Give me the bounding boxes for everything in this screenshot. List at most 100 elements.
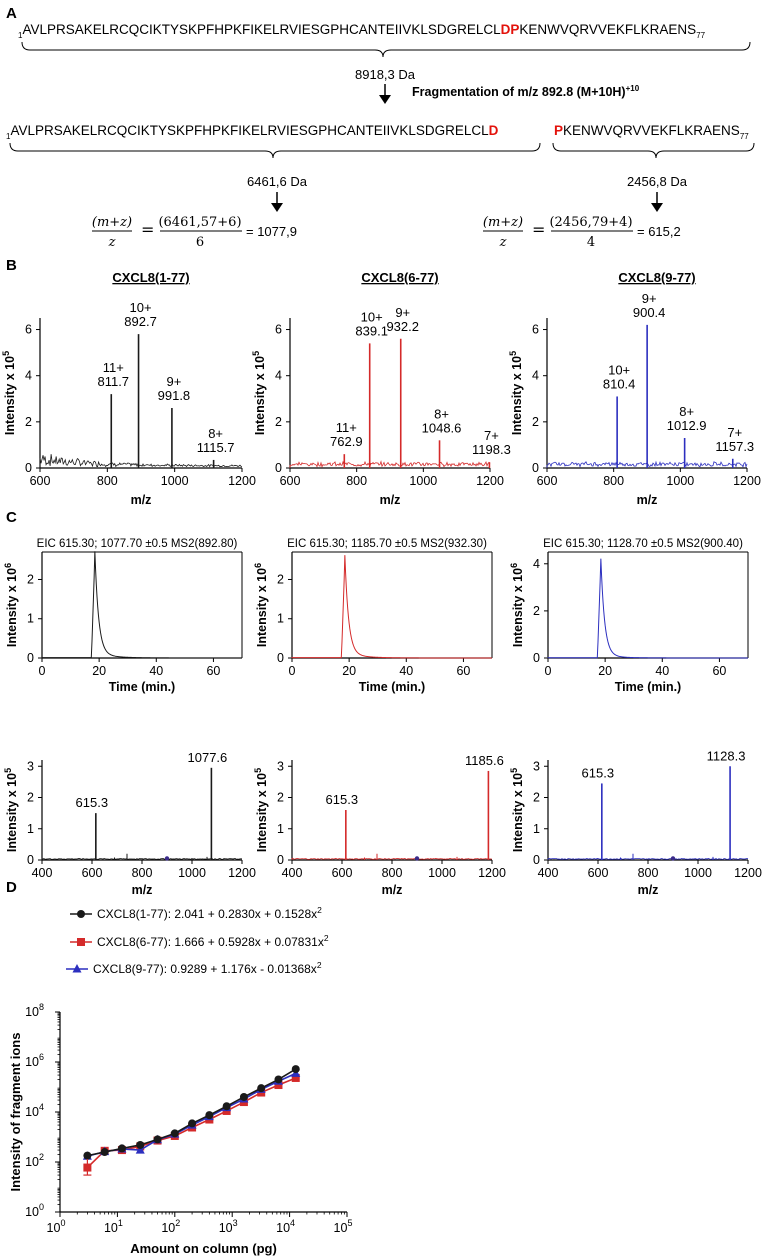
peak-mz-label: 811.7 [97, 374, 129, 389]
y-tick-label: 3 [277, 759, 284, 773]
x-tick-label: 400 [282, 866, 303, 880]
point-CXCL8(1-77) [83, 1151, 92, 1160]
chromatogram-trace [547, 558, 748, 659]
chart-C1: 0 20 40 60 0 1 2 Time (min.) Intensity x 106 EIC … [3, 538, 243, 694]
y-axis-label: Intensity x 105 [1, 351, 17, 435]
y-axis-label: Intensity x 105 [3, 768, 19, 852]
spectrum-noise [289, 460, 491, 468]
chart-B3: 600 800 1000 1200 0 2 4 6 m/z Intensity x 105 CXCL… [508, 270, 761, 507]
x-tick-label: 1200 [733, 474, 761, 488]
peak-mz-label: 932.2 [386, 319, 419, 334]
y-tick-label: 0 [533, 853, 540, 867]
y-tick-label: 0 [275, 461, 282, 475]
x-tick-label: 400 [538, 866, 559, 880]
x-tick-label: 60 [712, 664, 726, 678]
precursor-marker [670, 856, 676, 861]
fragment-1-brace [9, 142, 541, 159]
peak-charge-label: 9+ [395, 305, 410, 320]
peak-charge-label: 8+ [208, 426, 223, 441]
chart-B1: 600 800 1000 1200 0 2 4 6 m/z Intensity x 105 CXCL… [1, 270, 256, 507]
fragment-2-arrow-icon [651, 203, 663, 212]
full-sequence-brace [21, 41, 751, 58]
eq2-lhs-den: z [499, 235, 507, 250]
y-tick-label: 2 [532, 415, 539, 429]
x-axis-label: m/z [380, 493, 401, 507]
peak-charge-label: 10+ [608, 362, 630, 377]
x-tick-label: 40 [149, 664, 163, 678]
chart-C3: 0 20 40 60 0 2 4 Time (min.) Intensity x 106 EIC … [509, 538, 749, 694]
peak-charge-label: 9+ [642, 291, 657, 306]
chart-C2: 0 20 40 60 0 1 2 Time (min.) Intensity x 106 EIC … [253, 538, 493, 694]
x-tick-label: 600 [82, 866, 103, 880]
y-tick-label: 1 [277, 822, 284, 836]
x-tick-label: 103 [219, 1218, 238, 1235]
x-axis-label: m/z [131, 493, 152, 507]
x-tick-label: 400 [32, 866, 53, 880]
x-tick-label: 40 [655, 664, 669, 678]
equation-1: (m+z) z = (6461,57+6) 6 = 1077,9 [92, 215, 297, 250]
point-CXCL8(1-77) [205, 1111, 214, 1120]
x-tick-label: 20 [342, 664, 356, 678]
y-axis-label: Intensity x 105 [251, 351, 267, 435]
x-tick-label: 1200 [476, 474, 504, 488]
x-tick-label: 800 [382, 866, 403, 880]
full-mass: 8918,3 Da [355, 67, 416, 82]
spectrum-noise [291, 857, 493, 860]
x-tick-label: 105 [334, 1218, 353, 1235]
y-tick-label: 102 [25, 1152, 44, 1169]
x-tick-label: 1000 [684, 866, 712, 880]
x-axis-label: m/z [382, 883, 403, 897]
fragment-2-sequence: PKENWVQRVVEKFLKRAENS77 [554, 123, 749, 141]
legend-marker-circle [77, 910, 85, 918]
peak-mz-label: 810.4 [603, 376, 636, 391]
chart-C4: 400 600 800 1000 1200 0 1 2 3 m/z Intensity x 105 6… [3, 750, 256, 897]
x-axis-label: Time (min.) [109, 680, 175, 694]
x-tick-label: 104 [276, 1218, 295, 1235]
x-axis-label: m/z [637, 493, 658, 507]
x-tick-label: 1000 [178, 866, 206, 880]
x-axis-label: Time (min.) [615, 680, 681, 694]
y-tick-label: 0 [27, 853, 34, 867]
x-axis-label: m/z [638, 883, 659, 897]
peak-mz-label: 1115.7 [197, 440, 235, 455]
y-tick-label: 6 [25, 323, 32, 337]
peak-charge-label: 10+ [130, 300, 152, 315]
peak-charge-label: 10+ [361, 309, 383, 324]
panel-a: A 1AVLPRSAKELRCQCIKTYSKPFHPKFIKELRVIESGP… [6, 5, 755, 250]
y-axis-label: Intensity x 105 [253, 768, 269, 852]
eq1-lhs-den: z [108, 235, 116, 250]
fragment-1-sequence: 1AVLPRSAKELRCQCIKTYSKPFHPKFIKELRVIESGPHC… [6, 123, 499, 141]
peak-charge-label: 11+ [103, 360, 124, 375]
y-tick-label: 0 [25, 461, 32, 475]
spectrum-noise [39, 454, 243, 468]
peak-mz-label: 762.9 [330, 434, 363, 449]
panel-c-label: C [6, 509, 17, 526]
point-CXCL8(1-77) [136, 1140, 145, 1149]
x-tick-label: 800 [603, 474, 624, 488]
panel-b-label: B [6, 257, 17, 274]
x-tick-label: 60 [206, 664, 220, 678]
x-tick-label: 1200 [228, 474, 256, 488]
precursor-marker [164, 856, 170, 861]
x-tick-label: 600 [588, 866, 609, 880]
eq2-den: 4 [587, 235, 595, 250]
panel-a-label: A [6, 5, 17, 22]
x-tick-label: 40 [399, 664, 413, 678]
x-tick-label: 20 [598, 664, 612, 678]
y-tick-label: 4 [532, 369, 539, 383]
point-CXCL8(1-77) [257, 1084, 266, 1093]
x-axis-label: m/z [132, 883, 153, 897]
peak-mz-label: 1198.3 [472, 442, 511, 457]
y-tick-label: 108 [25, 1002, 44, 1019]
fragment-arrow-icon [379, 95, 391, 104]
eq1-den: 6 [196, 235, 204, 250]
y-tick-label: 0 [27, 651, 34, 665]
y-tick-label: 2 [533, 604, 540, 618]
x-tick-label: 0 [289, 664, 296, 678]
point-CXCL8(1-77) [117, 1144, 126, 1153]
y-tick-label: 1 [533, 822, 540, 836]
x-tick-label: 1200 [734, 866, 762, 880]
legend-label: CXCL8(1-77): 2.041 + 0.2830x + 0.1528x2 [97, 905, 322, 921]
peak-charge-label: 9+ [166, 374, 181, 389]
